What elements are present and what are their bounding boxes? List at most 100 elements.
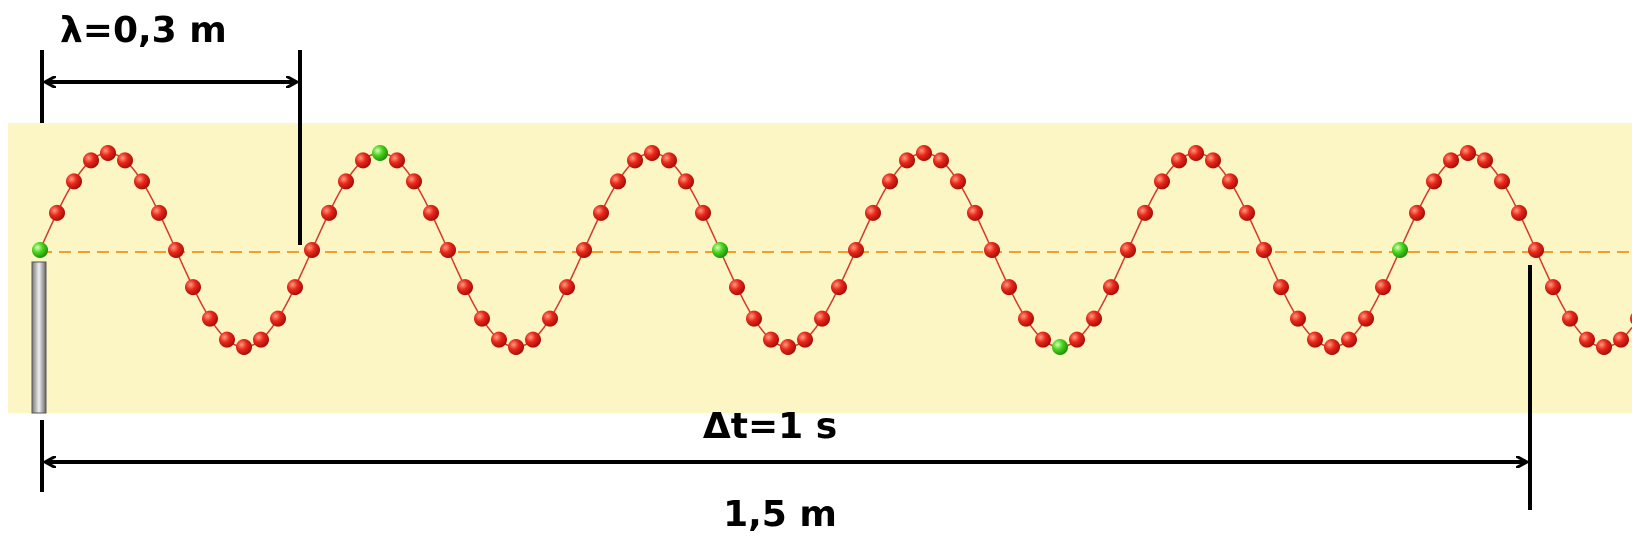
bead (1035, 331, 1051, 348)
bead (406, 173, 422, 190)
bead (933, 152, 949, 169)
wavelength-label: λ=0,3 m (60, 10, 227, 51)
bead (66, 173, 82, 190)
bead (1324, 339, 1340, 355)
bead (1460, 145, 1476, 161)
bead (457, 279, 473, 296)
bead (848, 242, 864, 258)
bead (1120, 242, 1136, 258)
bead (32, 242, 48, 258)
bead (525, 331, 541, 348)
bead (644, 145, 660, 161)
bead (780, 339, 796, 355)
bead (185, 279, 201, 296)
bead (814, 310, 830, 327)
bead (1239, 204, 1255, 221)
bead (508, 339, 524, 355)
bead (304, 242, 320, 258)
bead (1358, 310, 1374, 327)
bead (865, 204, 881, 221)
bead (1222, 173, 1238, 190)
bead (1426, 173, 1442, 190)
bead (1103, 279, 1119, 296)
bead (746, 310, 762, 327)
bead (1528, 242, 1544, 258)
bead (100, 145, 116, 161)
bead (117, 152, 133, 169)
medium-band (8, 123, 1632, 413)
bead (729, 279, 745, 296)
bead (168, 242, 184, 258)
bead (1307, 331, 1323, 348)
bead (355, 152, 371, 169)
bead (321, 204, 337, 221)
bead (1290, 310, 1306, 327)
bead (967, 204, 983, 221)
bead (1137, 204, 1153, 221)
bead (1392, 242, 1408, 258)
bead (1494, 173, 1510, 190)
beads (32, 145, 1632, 355)
bead (1375, 279, 1391, 296)
time-label: Δt=1 s (703, 406, 837, 447)
bead (440, 242, 456, 258)
bead (1596, 339, 1612, 355)
bead (423, 204, 439, 221)
bead (542, 310, 558, 327)
bead (695, 204, 711, 221)
bead (236, 339, 252, 355)
bead (1052, 339, 1068, 355)
bead (49, 204, 65, 221)
bead (1069, 331, 1085, 348)
bead (984, 242, 1000, 258)
bead (593, 204, 609, 221)
bead (882, 173, 898, 190)
bead (1443, 152, 1459, 169)
bead (712, 242, 728, 258)
bead (1273, 279, 1289, 296)
bead (83, 152, 99, 169)
bead (270, 310, 286, 327)
bead (1562, 310, 1578, 327)
bead (831, 279, 847, 296)
bead (1188, 145, 1204, 161)
wave-source-post (31, 261, 47, 414)
bead (916, 145, 932, 161)
bead (1171, 152, 1187, 169)
bead (1154, 173, 1170, 190)
bead (219, 331, 235, 348)
bead (1545, 279, 1561, 296)
bead (1613, 331, 1629, 348)
bead (559, 279, 575, 296)
bead (202, 310, 218, 327)
bead (1579, 331, 1595, 348)
bead (899, 152, 915, 169)
bead (763, 331, 779, 348)
bead (134, 173, 150, 190)
bead (474, 310, 490, 327)
bead (1256, 242, 1272, 258)
bead (151, 204, 167, 221)
bead (1409, 204, 1425, 221)
bead (1086, 310, 1102, 327)
bead (389, 152, 405, 169)
bead (253, 331, 269, 348)
bead (797, 331, 813, 348)
bead (1341, 331, 1357, 348)
bead (372, 145, 388, 161)
bead (287, 279, 303, 296)
bead (576, 242, 592, 258)
bead (1511, 204, 1527, 221)
bead (338, 173, 354, 190)
bead (1001, 279, 1017, 296)
bead (491, 331, 507, 348)
bead (1205, 152, 1221, 169)
bead (1477, 152, 1493, 169)
bead (627, 152, 643, 169)
bead (1018, 310, 1034, 327)
bead (661, 152, 677, 169)
distance-label: 1,5 m (723, 494, 837, 535)
bead (678, 173, 694, 190)
bead (610, 173, 626, 190)
